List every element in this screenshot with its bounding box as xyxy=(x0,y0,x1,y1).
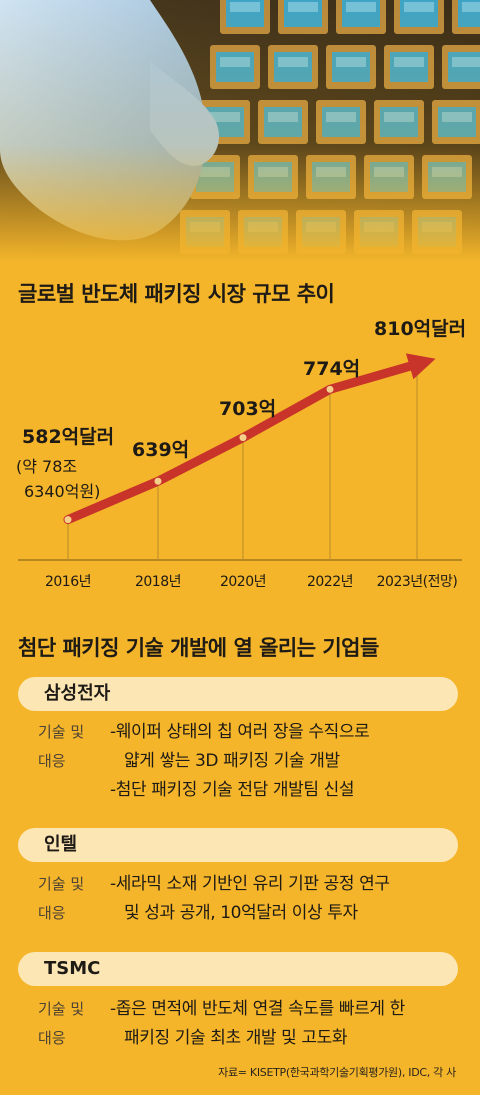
data-sub-label-line-1: (약 78조 xyxy=(16,457,77,476)
company-name-chip: 삼성전자 xyxy=(18,677,458,711)
description-line: -좁은 면적에 반도체 연결 속도를 빠르게 한 xyxy=(110,999,405,1019)
data-sub-label-line-2: 6340억원) xyxy=(24,482,100,501)
description-line: -웨이퍼 상태의 칩 여러 장을 수직으로 xyxy=(110,722,370,742)
company-name-chip: TSMC xyxy=(18,952,458,986)
tech-label: 기술 및 대응 xyxy=(38,723,85,770)
tech-label: 기술 및 대응 xyxy=(38,1000,85,1047)
source-credit: 자료= KISETP(한국과학기술기획평가원), IDC, 각 사 xyxy=(218,1066,456,1079)
x-tick-label-4: 2023년(전망) xyxy=(377,574,458,590)
description-line: 얇게 쌓는 3D 패키징 기술 개발 xyxy=(124,751,340,771)
description-line: 및 성과 공개, 10억달러 이상 투자 xyxy=(124,903,358,923)
x-tick-label-2: 2020년 xyxy=(220,574,266,590)
company-description: -웨이퍼 상태의 칩 여러 장을 수직으로 얇게 쌓는 3D 패키징 기술 개발… xyxy=(110,718,472,805)
data-label-0: 582억달러 xyxy=(22,426,114,448)
x-tick-label-1: 2018년 xyxy=(135,574,181,590)
company-name: 인텔 xyxy=(44,834,78,855)
market-size-line-chart: 582억달러 639억 703억 774억 810억달러 2016년 2018년 2020년… xyxy=(16,318,466,590)
description-line: -세라믹 소재 기반인 유리 기판 공정 연구 xyxy=(110,874,390,894)
description-line: 패키징 기술 최초 개발 및 고도화 xyxy=(124,1028,348,1048)
data-label-2: 703억 xyxy=(219,398,276,420)
chart-title: 글로벌 반도체 패키징 시장 규모 추이 xyxy=(18,282,335,306)
data-point-2 xyxy=(239,434,247,442)
company-name: 삼성전자 xyxy=(44,683,111,704)
data-point-0 xyxy=(64,516,72,524)
x-tick-label-0: 2016년 xyxy=(45,574,91,590)
company-description: -좁은 면적에 반도체 연결 속도를 빠르게 한 패키징 기술 최초 개발 및 … xyxy=(110,995,472,1053)
tech-label: 기술 및 대응 xyxy=(38,875,85,922)
company-name-chip: 인텔 xyxy=(18,828,458,862)
x-tick-label-3: 2022년 xyxy=(307,574,353,590)
company-description: -세라믹 소재 기반인 유리 기판 공정 연구 및 성과 공개, 10억달러 이… xyxy=(110,870,472,928)
company-name: TSMC xyxy=(44,958,101,979)
data-label-1: 639억 xyxy=(132,439,189,461)
hero-photo-chip-wafer xyxy=(0,0,480,262)
data-label-3: 774억 xyxy=(303,358,360,380)
data-label-4: 810억달러 xyxy=(374,318,466,340)
data-point-1 xyxy=(154,477,162,485)
description-line: -첨단 패키징 기술 전담 개발팀 신설 xyxy=(110,780,355,800)
data-point-3 xyxy=(326,385,334,393)
section-title: 첨단 패키징 기술 개발에 열 올리는 기업들 xyxy=(18,636,379,660)
series-line xyxy=(63,353,436,525)
